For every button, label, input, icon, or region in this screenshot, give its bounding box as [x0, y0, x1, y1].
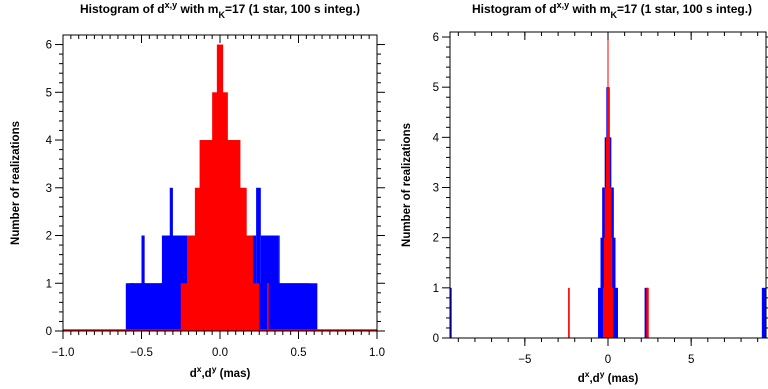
- y-tick-label: 3: [433, 183, 439, 195]
- y-tick-label: 6: [433, 32, 439, 44]
- bar: [290, 283, 318, 331]
- y-tick-label: 1: [433, 283, 439, 295]
- bar: [267, 283, 269, 331]
- x-tick-label: −1.0: [52, 347, 75, 359]
- x-tick-label: 0.5: [291, 347, 307, 359]
- bar: [607, 37, 609, 339]
- y-tick-label: 1: [46, 278, 52, 290]
- chart-title: Histogram of dx,y with mK=17 (1 star, 10…: [472, 0, 752, 20]
- y-axis-label: Number of realizations: [401, 123, 413, 247]
- bar: [216, 44, 224, 331]
- chart-panel-1: −1.0 −0.5 0.0 0.5 1.0 0 1 2 3 4 5 6 Histogram of dx,…: [10, 0, 385, 380]
- bar: [450, 287, 452, 338]
- chart-panel-2: −5 0 5 0 1 2 3 4 5 6 Histogram of dx,y with mK=17 …: [401, 0, 768, 385]
- bar: [256, 187, 261, 331]
- x-axis-label: dx,dy (mas): [190, 364, 251, 380]
- bar: [568, 287, 570, 338]
- y-tick-label: 5: [46, 87, 52, 99]
- bar: [278, 235, 280, 331]
- x-tick-label: 5: [688, 354, 694, 366]
- bar: [761, 287, 766, 338]
- bar: [130, 283, 162, 331]
- y-tick-label: 6: [46, 40, 52, 52]
- series-2: [568, 37, 649, 339]
- x-tick-label: −5: [518, 354, 531, 366]
- y-tick-label: 4: [46, 135, 53, 147]
- x-axis-label: dx,dy (mas): [578, 369, 639, 385]
- series-2: [180, 44, 269, 332]
- chart-title: Histogram of dx,y with mK=17 (1 star, 10…: [80, 0, 360, 20]
- bar: [234, 140, 236, 331]
- y-axis-label: Number of realizations: [10, 121, 22, 245]
- y-tick-label: 0: [433, 333, 439, 345]
- bar: [260, 283, 291, 331]
- x-tick-label: 0.0: [212, 347, 228, 359]
- bar: [128, 283, 134, 331]
- y-tick-label: 0: [46, 326, 52, 338]
- bar: [169, 187, 173, 331]
- x-tick-label: 1.0: [369, 347, 385, 359]
- y-tick-label: 2: [46, 231, 52, 243]
- x-tick-label: −0.5: [130, 347, 153, 359]
- y-tick-label: 5: [433, 82, 439, 94]
- bar: [141, 235, 145, 331]
- x-tick-label: 0: [605, 354, 611, 366]
- bar: [646, 287, 649, 338]
- y-tick-label: 3: [46, 183, 52, 195]
- bar: [202, 140, 205, 331]
- y-tick-label: 4: [433, 132, 440, 144]
- y-tick-label: 2: [433, 233, 439, 245]
